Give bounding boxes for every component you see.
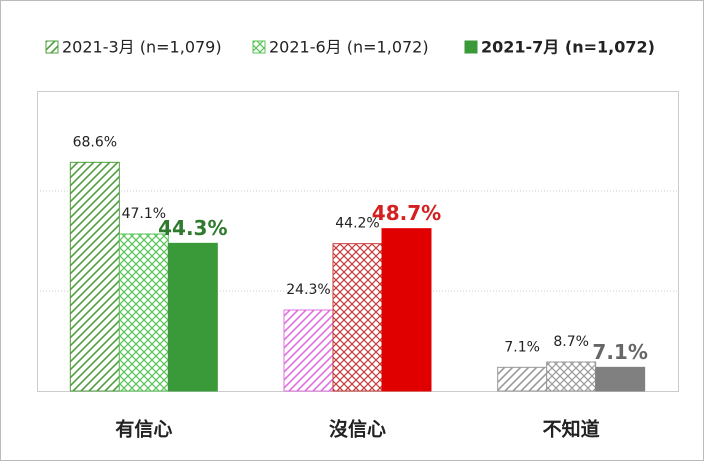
- bar: [497, 366, 548, 392]
- legend-label: 2021-6月 (n=1,072): [269, 38, 429, 57]
- bar: [167, 242, 218, 392]
- bar: [595, 366, 646, 392]
- legend-swatch: [464, 40, 478, 54]
- value-label: 8.7%: [553, 334, 589, 350]
- bar: [381, 228, 432, 392]
- value-label: 47.1%: [122, 206, 166, 222]
- bar: [69, 161, 120, 392]
- value-label: 7.1%: [504, 339, 540, 355]
- value-label: 48.7%: [372, 201, 441, 225]
- value-label: 24.3%: [286, 282, 330, 298]
- value-label: 7.1%: [592, 340, 647, 364]
- value-label: 44.2%: [335, 216, 379, 232]
- legend-label: 2021-3月 (n=1,079): [62, 38, 222, 57]
- x-tick-label: 有信心: [115, 418, 172, 441]
- legend-swatch: [45, 40, 59, 54]
- bar: [546, 361, 597, 392]
- x-tick-label: 沒信心: [329, 418, 386, 441]
- value-label: 44.3%: [158, 216, 227, 240]
- legend-swatch: [252, 40, 266, 54]
- bar: [332, 243, 383, 392]
- legend-label: 2021-7月 (n=1,072): [481, 38, 655, 57]
- x-tick-label: 不知道: [543, 418, 600, 441]
- bar: [118, 233, 169, 392]
- value-label: 68.6%: [73, 134, 117, 150]
- bar: [283, 309, 334, 392]
